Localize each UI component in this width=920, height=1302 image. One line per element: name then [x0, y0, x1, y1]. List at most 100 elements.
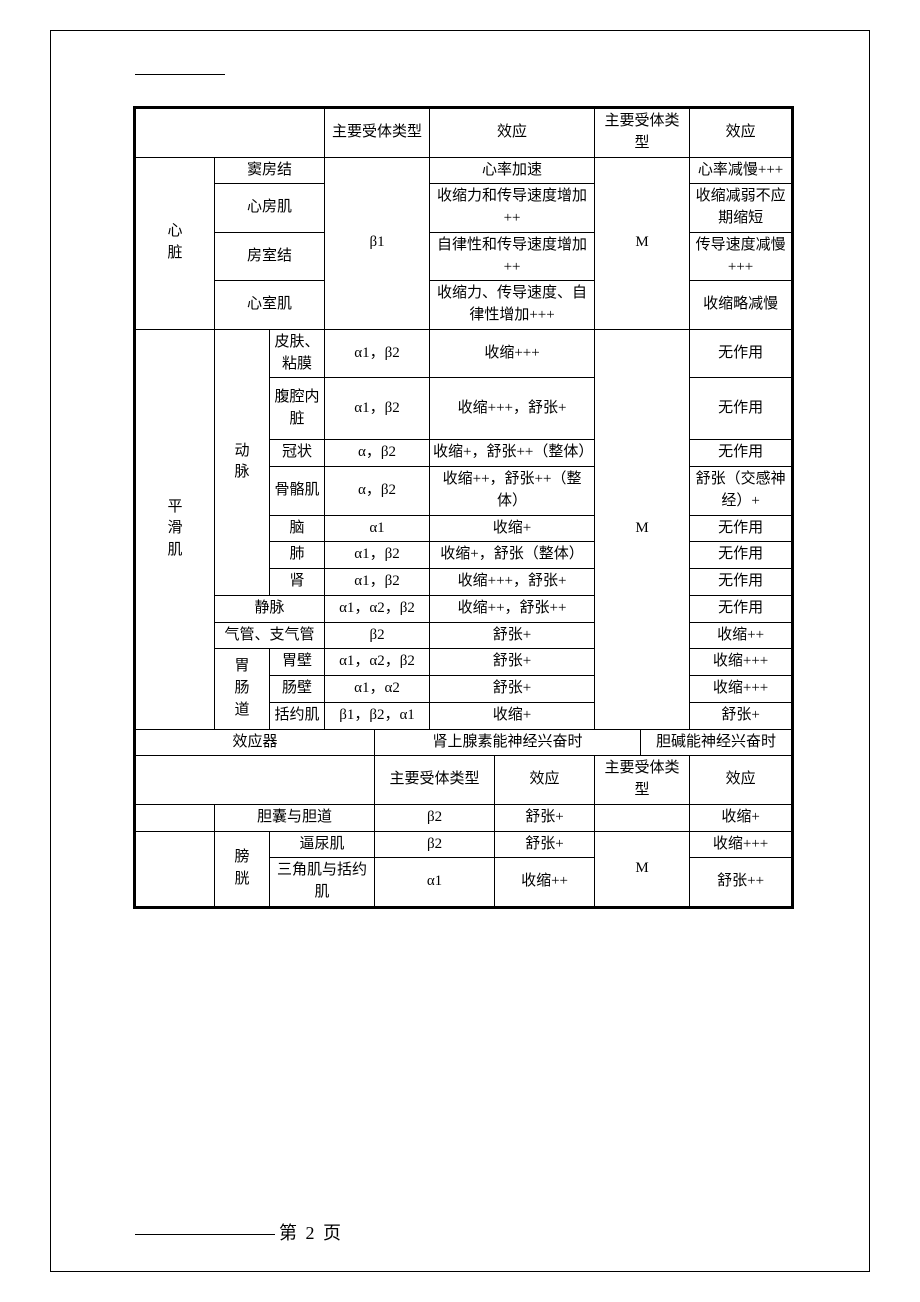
- trachea-row: 气管、支气管 β2 舒张+ 收缩++: [135, 622, 793, 649]
- sub-effect-2: 效应: [690, 756, 793, 805]
- gi-effect-1: 舒张+: [430, 676, 595, 703]
- artery-effect-2: 无作用: [690, 329, 793, 378]
- header-receptor-2: 主要受体类型: [595, 108, 690, 158]
- bladder-effect-2: 收缩+++: [690, 831, 793, 858]
- gallbladder-effect-1: 舒张+: [495, 804, 595, 831]
- header-rule: [135, 74, 225, 75]
- heart-part: 窦房结: [215, 157, 325, 184]
- bladder-receptor-2: M: [595, 831, 690, 907]
- heart-effect-2: 传导速度减慢+++: [690, 232, 793, 281]
- gi-part: 肠壁: [270, 676, 325, 703]
- smooth-receptor-2: M: [595, 329, 690, 729]
- gallbladder-part: 胆囊与胆道: [215, 804, 375, 831]
- page-footer: 第 2 页: [135, 1219, 343, 1245]
- artery-effect-2: 无作用: [690, 440, 793, 467]
- sub-receptor-1: 主要受体类型: [375, 756, 495, 805]
- gi-row: 胃肠道 胃壁 α1，α2，β2 舒张+ 收缩+++: [135, 649, 793, 676]
- bladder-row: 膀胱 逼尿肌 β2 舒张+ M 收缩+++: [135, 831, 793, 858]
- blank-cell: [135, 831, 215, 907]
- gi-effect-2: 收缩+++: [690, 649, 793, 676]
- header-effect-2: 效应: [690, 108, 793, 158]
- gi-effect-1: 舒张+: [430, 649, 595, 676]
- gi-receptor: α1，α2，β2: [325, 649, 430, 676]
- gi-receptor: β1，β2，α1: [325, 702, 430, 729]
- heart-row: 房室结 自律性和传导速度增加++ 传导速度减慢+++: [135, 232, 793, 281]
- gi-part: 胃壁: [270, 649, 325, 676]
- bladder-effect-1: 收缩++: [495, 858, 595, 908]
- vein-receptor: α1，α2，β2: [325, 595, 430, 622]
- blank-cell: [135, 804, 215, 831]
- gi-effect-2: 收缩+++: [690, 676, 793, 703]
- vein-row: 静脉 α1，α2，β2 收缩++，舒张++ 无作用: [135, 595, 793, 622]
- artery-receptor: α1，β2: [325, 542, 430, 569]
- bladder-receptor: β2: [375, 831, 495, 858]
- footer-rule: [135, 1234, 275, 1235]
- header-effect-1: 效应: [430, 108, 595, 158]
- bladder-receptor: α1: [375, 858, 495, 908]
- trachea-part: 气管、支气管: [215, 622, 325, 649]
- artery-effect-2: 无作用: [690, 542, 793, 569]
- artery-part: 肾: [270, 569, 325, 596]
- heart-row: 心室肌 收缩力、传导速度、自律性增加+++ 收缩略减慢: [135, 281, 793, 330]
- bladder-effect-1: 舒张+: [495, 831, 595, 858]
- trachea-effect-1: 舒张+: [430, 622, 595, 649]
- gi-part: 括约肌: [270, 702, 325, 729]
- heart-row: 心脏 窦房结 β1 心率加速 M 心率减慢+++: [135, 157, 793, 184]
- heart-effect-2: 心率减慢+++: [690, 157, 793, 184]
- table-header-row: 主要受体类型 效应 主要受体类型 效应: [135, 108, 793, 158]
- gi-receptor: α1，α2: [325, 676, 430, 703]
- heart-effect-2: 收缩减弱不应期缩短: [690, 184, 793, 233]
- artery-effect-1: 收缩+: [430, 515, 595, 542]
- vein-effect-1: 收缩++，舒张++: [430, 595, 595, 622]
- heart-receptor-2: M: [595, 157, 690, 329]
- bladder-part: 三角肌与括约肌: [270, 858, 375, 908]
- heart-effect-1: 心率加速: [430, 157, 595, 184]
- bladder-label: 膀胱: [215, 831, 270, 907]
- artery-part: 脑: [270, 515, 325, 542]
- heart-effect-1: 自律性和传导速度增加++: [430, 232, 595, 281]
- artery-part: 皮肤、粘膜: [270, 329, 325, 378]
- section2-header-row: 效应器 肾上腺素能神经兴奋时 胆碱能神经兴奋时: [135, 729, 793, 756]
- heart-row: 心房肌 收缩力和传导速度增加++ 收缩减弱不应期缩短: [135, 184, 793, 233]
- smooth-row: 平滑肌 动脉 皮肤、粘膜 α1，β2 收缩+++ M 无作用: [135, 329, 793, 378]
- blank-cell: [135, 756, 375, 805]
- bladder-part: 逼尿肌: [270, 831, 375, 858]
- blank-cell: [595, 804, 690, 831]
- adrenergic-label: 肾上腺素能神经兴奋时: [375, 729, 641, 756]
- cholinergic-label: 胆碱能神经兴奋时: [641, 729, 793, 756]
- artery-effect-2: 无作用: [690, 515, 793, 542]
- pharmacology-table: 主要受体类型 效应 主要受体类型 效应 心脏 窦房结 β1 心率加速 M 心率减…: [133, 106, 794, 909]
- artery-effect-1: 收缩+，舒张++（整体）: [430, 440, 595, 467]
- artery-receptor: α，β2: [325, 440, 430, 467]
- artery-effect-1: 收缩+，舒张（整体）: [430, 542, 595, 569]
- gallbladder-receptor: β2: [375, 804, 495, 831]
- heart-part: 房室结: [215, 232, 325, 281]
- vein-effect-2: 无作用: [690, 595, 793, 622]
- artery-receptor: α1，β2: [325, 378, 430, 440]
- artery-effect-2: 无作用: [690, 569, 793, 596]
- heart-effect-2: 收缩略减慢: [690, 281, 793, 330]
- header-blank: [135, 108, 325, 158]
- heart-label: 心脏: [135, 157, 215, 329]
- heart-effect-1: 收缩力、传导速度、自律性增加+++: [430, 281, 595, 330]
- vein-part: 静脉: [215, 595, 325, 622]
- artery-part: 腹腔内脏: [270, 378, 325, 440]
- artery-receptor: α，β2: [325, 467, 430, 516]
- gallbladder-row: 胆囊与胆道 β2 舒张+ 收缩+: [135, 804, 793, 831]
- artery-label: 动脉: [215, 329, 270, 595]
- smooth-label: 平滑肌: [135, 329, 215, 729]
- gi-effect-1: 收缩+: [430, 702, 595, 729]
- artery-receptor: α1: [325, 515, 430, 542]
- artery-effect-1: 收缩+++，舒张+: [430, 569, 595, 596]
- artery-effect-2: 无作用: [690, 378, 793, 440]
- artery-receptor: α1，β2: [325, 329, 430, 378]
- heart-part: 心房肌: [215, 184, 325, 233]
- header-receptor-1: 主要受体类型: [325, 108, 430, 158]
- trachea-effect-2: 收缩++: [690, 622, 793, 649]
- artery-part: 骨骼肌: [270, 467, 325, 516]
- artery-effect-2: 舒张（交感神经）+: [690, 467, 793, 516]
- gallbladder-effect-2: 收缩+: [690, 804, 793, 831]
- page-number: 第 2 页: [279, 1223, 343, 1243]
- artery-effect-1: 收缩+++: [430, 329, 595, 378]
- trachea-receptor: β2: [325, 622, 430, 649]
